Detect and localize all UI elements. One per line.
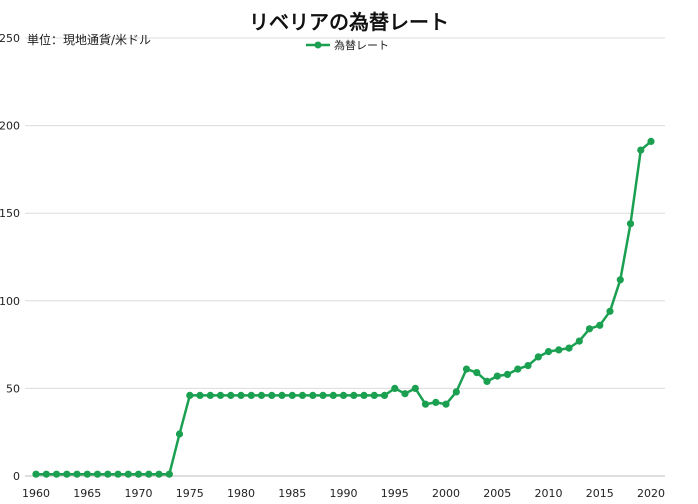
data-point-2003: [473, 369, 481, 377]
data-point-1967: [104, 470, 112, 478]
data-point-2005: [493, 372, 501, 380]
series-line: [36, 140, 652, 476]
data-point-1998: [421, 400, 430, 408]
data-point-1997: [411, 384, 419, 392]
y-tick-label: 150: [0, 207, 20, 220]
x-tick-label: 1965: [73, 487, 101, 500]
data-point-1987: [309, 391, 317, 399]
data-point-2002: [462, 365, 471, 373]
data-point-1988: [319, 391, 327, 399]
y-tick-label: 100: [0, 295, 20, 308]
x-tick-label: 1960: [22, 487, 50, 500]
x-tick-label: 2000: [432, 487, 460, 500]
data-point-1977: [206, 391, 214, 399]
data-point-1993: [370, 391, 378, 399]
data-point-1990: [339, 391, 348, 399]
data-point-1999: [432, 398, 440, 406]
data-point-2014: [585, 325, 594, 333]
x-tick-label: 2015: [586, 487, 614, 500]
data-point-2011: [555, 346, 563, 354]
data-point-1986: [298, 391, 307, 399]
x-tick-label: 2005: [483, 487, 511, 500]
grid-lines: [25, 37, 665, 477]
data-point-2004: [483, 377, 491, 385]
data-point-2001: [452, 388, 460, 396]
data-point-2007: [514, 365, 522, 373]
data-point-2016: [606, 307, 614, 315]
chart-title: リベリアの為替レート: [249, 10, 449, 34]
x-tick-label: 1980: [227, 487, 255, 500]
data-point-1960: [32, 470, 40, 478]
data-point-1963: [63, 470, 71, 478]
data-point-1991: [350, 391, 358, 399]
data-point-1962: [52, 470, 61, 478]
data-point-1961: [42, 470, 50, 478]
data-point-2017: [616, 276, 624, 284]
legend-marker-icon: [306, 41, 330, 49]
y-tick-label: 250: [0, 32, 20, 45]
data-point-1996: [401, 390, 409, 398]
y-tick-label: 0: [13, 470, 20, 483]
x-axis-ticks: 1960 1965 1970 1975 1980 1985 1990 1995 2000 2005…: [22, 487, 665, 500]
data-point-2000: [442, 400, 450, 408]
y-tick-label: 200: [0, 120, 20, 133]
y-axis-ticks: 0 50 100 150 200 250: [0, 32, 20, 483]
data-point-1994: [380, 391, 389, 399]
data-point-1971: [145, 470, 153, 478]
data-point-1992: [360, 391, 368, 399]
plot-area: [32, 137, 655, 478]
x-tick-label: 1975: [176, 487, 204, 500]
data-point-1969: [124, 470, 132, 478]
data-point-1968: [114, 470, 122, 478]
data-point-1975: [186, 391, 194, 399]
y-tick-label: 50: [6, 382, 20, 395]
data-point-2009: [534, 353, 542, 361]
data-point-1983: [268, 391, 276, 399]
data-point-2020: [647, 137, 655, 145]
data-point-1989: [329, 391, 337, 399]
data-point-2015: [596, 321, 604, 329]
data-point-1970: [134, 470, 143, 478]
data-point-1966: [93, 470, 102, 478]
data-point-2010: [544, 348, 553, 356]
legend: 為替レート: [305, 37, 389, 53]
data-point-1982: [257, 391, 266, 399]
data-point-2008: [524, 362, 532, 370]
x-tick-label: 1995: [381, 487, 409, 500]
x-tick-label: 1985: [278, 487, 306, 500]
data-point-2018: [626, 220, 635, 228]
data-point-2006: [503, 370, 512, 378]
data-point-2012: [565, 344, 573, 352]
data-point-1980: [237, 391, 245, 399]
data-point-1995: [391, 384, 399, 392]
data-point-1973: [165, 470, 173, 478]
data-point-2013: [575, 337, 583, 345]
data-point-1981: [247, 391, 255, 399]
data-point-1979: [227, 391, 235, 399]
data-point-1964: [73, 470, 81, 478]
x-tick-label: 1990: [330, 487, 358, 500]
data-point-1978: [216, 391, 225, 399]
legend-label: 為替レート: [334, 39, 389, 52]
x-tick-label: 1970: [125, 487, 153, 500]
data-point-1976: [196, 391, 204, 399]
data-point-1974: [175, 430, 184, 438]
x-tick-label: 2010: [535, 487, 563, 500]
x-tick-label: 2020: [637, 487, 665, 500]
data-point-1984: [278, 391, 286, 399]
data-point-1965: [83, 470, 91, 478]
unit-label: 単位：現地通貨/米ドル: [27, 33, 152, 47]
data-point-1972: [155, 470, 163, 478]
data-point-1985: [288, 391, 296, 399]
data-point-2019: [637, 146, 645, 154]
